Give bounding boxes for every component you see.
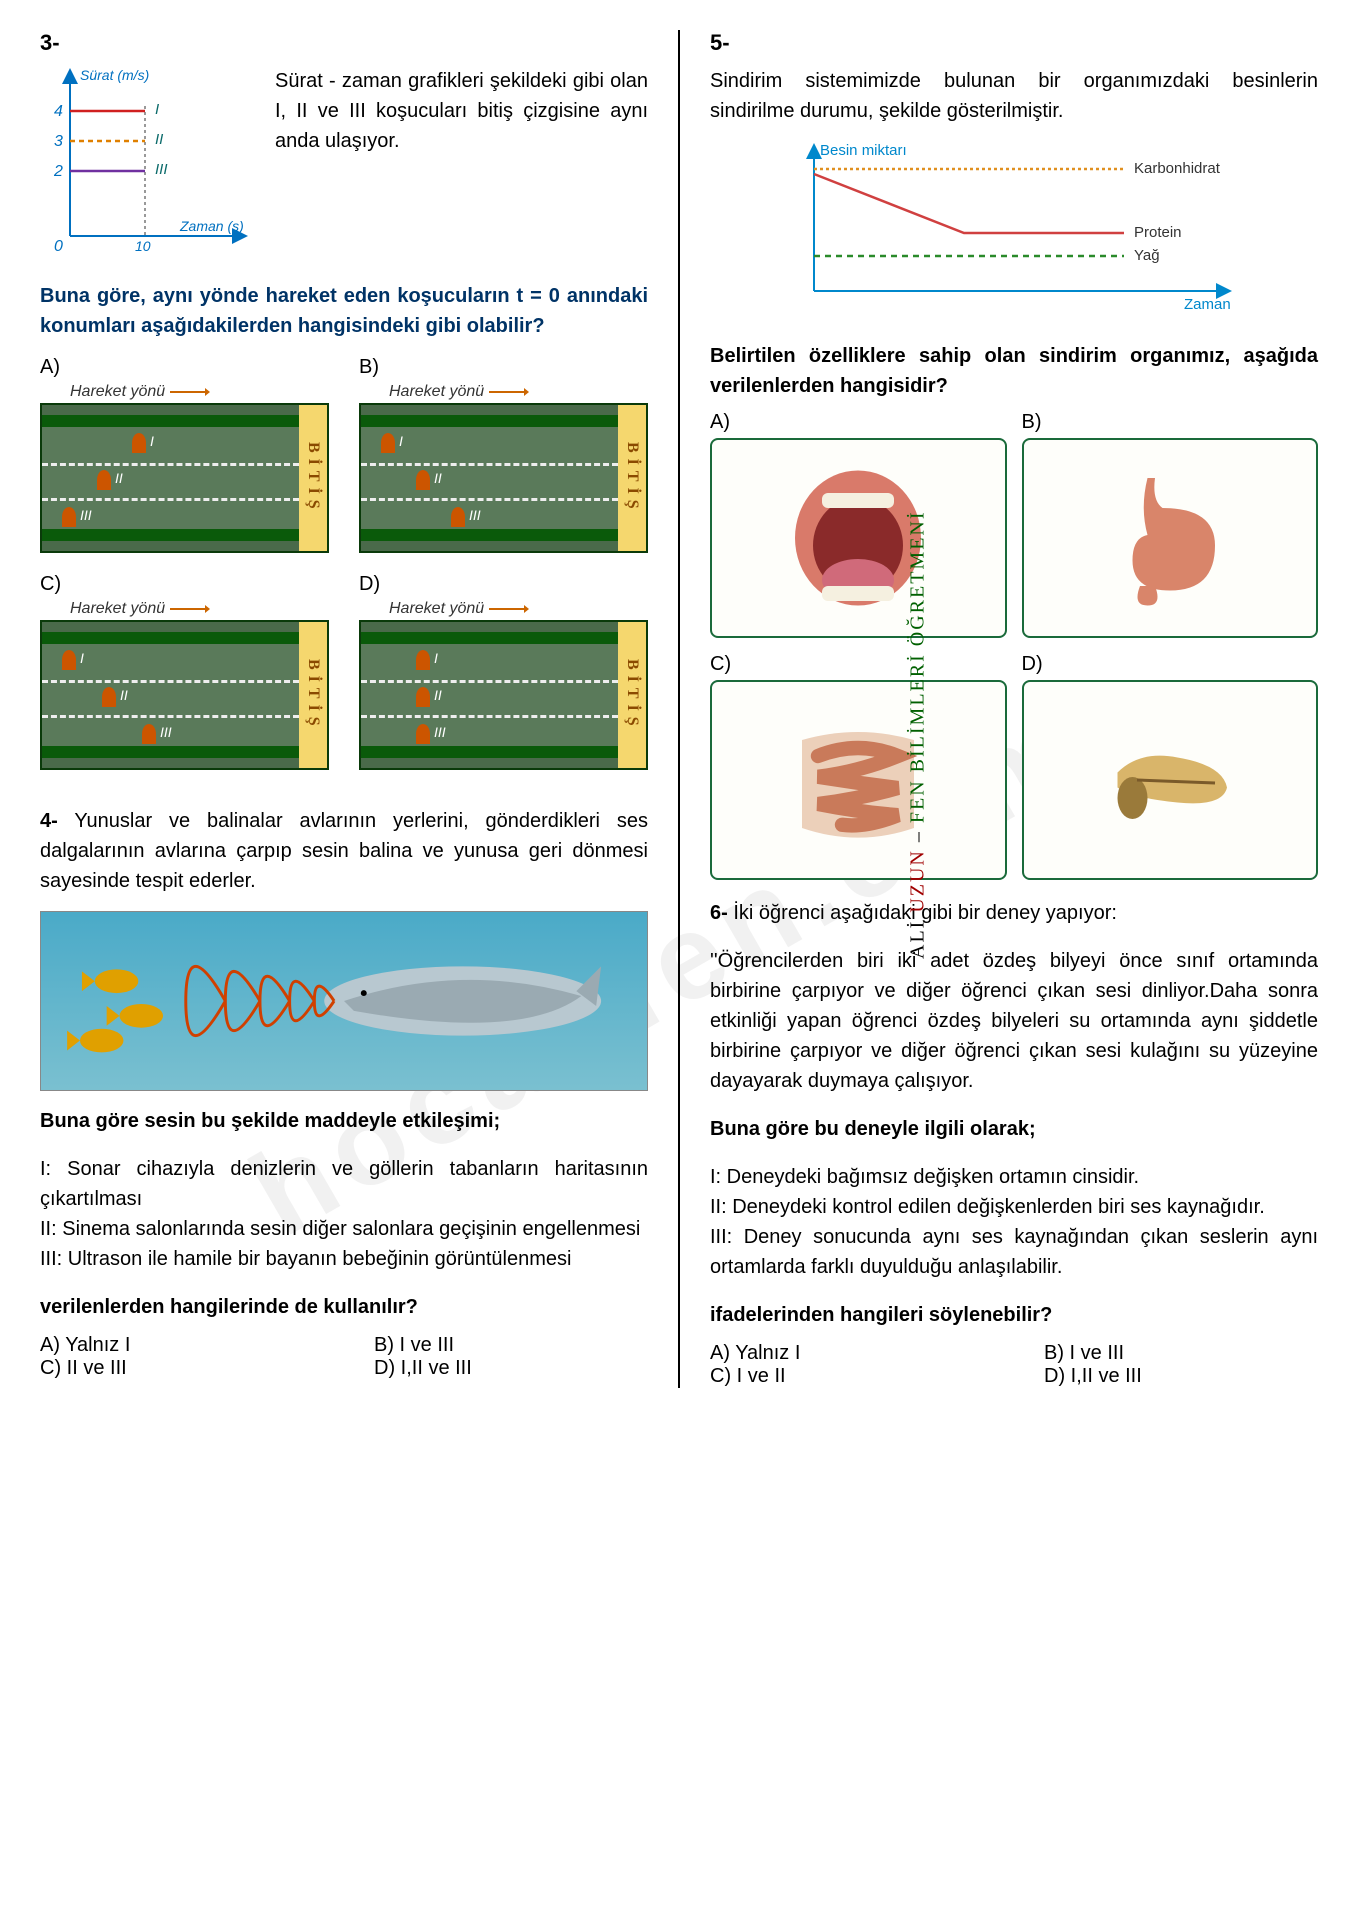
track-title: Hareket yönü [389,600,484,617]
q3-track-d: I II III BİTİŞ [359,620,648,770]
track-title: Hareket yönü [389,383,484,400]
left-column: 3- Sürat (m/s) Zaman (s) 4 3 2 0 10 [40,30,648,1388]
svg-text:II: II [155,131,163,148]
q4-text: 4- Yunuslar ve balinalar avlarının yerle… [40,806,648,896]
svg-text:I: I [155,101,159,118]
svg-text:Besin miktarı: Besin miktarı [820,142,907,159]
q4-s1: I: Sonar cihazıyla denizlerin ve gölleri… [40,1154,648,1214]
q4-answers: A) Yalnız IC) II ve III B) I ve IIID) I,… [40,1334,648,1380]
svg-text:Sürat (m/s): Sürat (m/s) [80,67,149,83]
q6-answers: A) Yalnız IC) I ve II B) I ve IIID) I,II… [710,1342,1318,1388]
svg-text:Yağ: Yağ [1134,247,1160,264]
q3-track-b: I II III BİTİŞ [359,403,648,553]
q3-opt-d-label: D) [359,573,648,596]
q5-number: 5- [710,30,1318,56]
author-title: FEN BİLİMLERİ ÖĞRETMENİ [907,510,929,823]
q4-s3: III: Ultrason ile hamile bir bayanın beb… [40,1244,648,1274]
finish-label: BİTİŞ [299,405,327,551]
finish-label: BİTİŞ [618,622,646,768]
author-name: ALİ [907,920,929,959]
q4-bold2: verilenlerden hangilerinde de kullanılır… [40,1292,648,1322]
track-title: Hareket yönü [70,383,165,400]
q5-opt-b: B) [1022,411,1319,434]
organ-intestine [710,680,1007,880]
q5-intro: Sindirim sistemimizde bulunan bir organı… [710,66,1318,126]
q6-d: D) I,II ve III [1044,1365,1318,1388]
q3-track-a: I II III BİTİŞ [40,403,329,553]
svg-text:Karbonhidrat: Karbonhidrat [1134,160,1221,177]
q4-c: C) II ve III [40,1357,314,1380]
q6-b: B) I ve III [1044,1342,1318,1365]
q6-s1: I: Deneydeki bağımsız değişken ortamın c… [710,1162,1318,1192]
q4-b: B) I ve III [374,1334,648,1357]
q5-digestion-chart: Besin miktarı Zaman Karbonhidrat Protein… [710,141,1318,321]
svg-text:2: 2 [53,163,63,180]
q5-organs: A) B) [710,411,1318,880]
svg-text:3: 3 [54,133,63,150]
svg-text:Protein: Protein [1134,224,1182,241]
q6-para: ''Öğrencilerden biri iki adet özdeş bily… [710,946,1318,1096]
organ-pancreas [1022,680,1319,880]
q3-track-c: I II III BİTİŞ [40,620,329,770]
organ-mouth [710,438,1007,638]
svg-text:4: 4 [54,103,63,120]
q6-s2: II: Deneydeki kontrol edilen değişkenler… [710,1192,1318,1222]
q6-s3: III: Deney sonucunda aynı ses kaynağında… [710,1222,1318,1282]
q3-speed-chart: Sürat (m/s) Zaman (s) 4 3 2 0 10 I II II… [40,66,260,266]
q3-opt-b-label: B) [359,356,648,379]
organ-stomach [1022,438,1319,638]
q5-opt-d: D) [1022,653,1319,676]
q6-c: C) I ve II [710,1365,984,1388]
q3-intro: Sürat - zaman grafikleri şekildeki gibi … [275,66,648,156]
q3-options: A) Hareket yönü I II III BİTİŞ [40,356,648,770]
q6-a: A) Yalnız I [710,1342,984,1365]
track-title: Hareket yönü [70,600,165,617]
q3-opt-a-label: A) [40,356,329,379]
svg-text:Zaman: Zaman [1184,296,1231,313]
q3-question: Buna göre, aynı yönde hareket eden koşuc… [40,281,648,341]
finish-label: BİTİŞ [618,405,646,551]
q6-intro: 6- İki öğrenci aşağıdaki gibi bir deney … [710,898,1318,928]
svg-text:10: 10 [135,238,151,254]
q5-question: Belirtilen özelliklere sahip olan sindir… [710,341,1318,401]
q3-number: 3- [40,30,648,56]
column-divider: ALİ UZUN – FEN BİLİMLERİ ÖĞRETMENİ [678,30,680,1388]
svg-text:0: 0 [54,238,63,255]
q4-a: A) Yalnız I [40,1334,314,1357]
q6-bold2: ifadelerinden hangileri söylenebilir? [710,1300,1318,1330]
svg-text:Zaman (s): Zaman (s) [179,218,244,234]
sonar-illustration [40,911,648,1091]
q4-d: D) I,II ve III [374,1357,648,1380]
q3-opt-c-label: C) [40,573,329,596]
q5-opt-c: C) [710,653,1007,676]
author-surname: UZUN [907,849,929,913]
right-column: 5- Sindirim sistemimizde bulunan bir org… [710,30,1318,1388]
q4-bold1: Buna göre sesin bu şekilde maddeyle etki… [40,1106,648,1136]
svg-text:III: III [155,161,168,178]
q6-bold1: Buna göre bu deneyle ilgili olarak; [710,1114,1318,1144]
q4-s2: II: Sinema salonlarında sesin diğer salo… [40,1214,648,1244]
q5-opt-a: A) [710,411,1007,434]
finish-label: BİTİŞ [299,622,327,768]
